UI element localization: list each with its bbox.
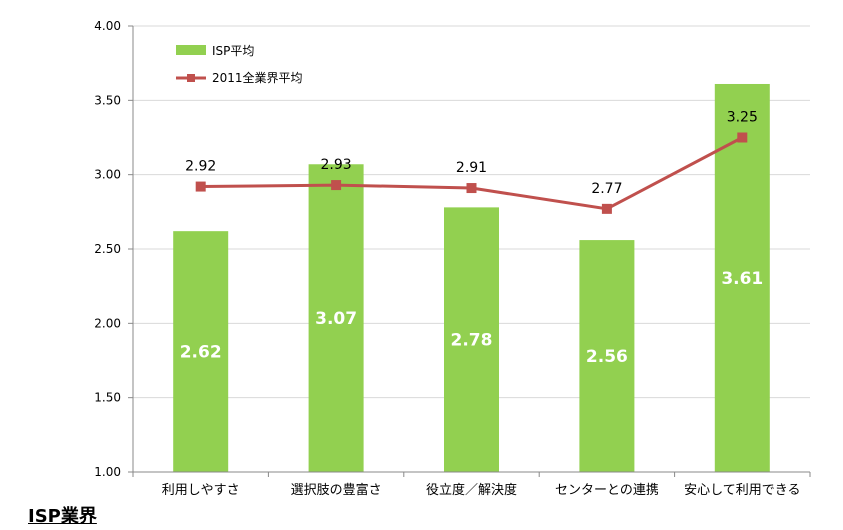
bar-value-label: 3.61 <box>721 269 763 289</box>
legend-bar-label: ISP平均 <box>212 44 254 58</box>
legend: ISP平均 2011全業界平均 <box>176 44 303 85</box>
bar-labels: 2.62 3.07 2.78 2.56 3.61 <box>180 269 764 367</box>
line-series <box>195 132 748 214</box>
y-tick-label: 2.00 <box>94 316 121 330</box>
line-value-label: 2.77 <box>591 181 622 197</box>
legend-line-label: 2011全業界平均 <box>212 70 303 85</box>
bar-value-label: 2.62 <box>180 343 222 363</box>
line-value-label: 2.91 <box>456 160 487 176</box>
y-axis-ticks: 1.00 1.50 2.00 2.50 3.00 3.50 4.00 <box>94 19 133 479</box>
x-category-label: センターとの連携 <box>555 482 659 498</box>
x-category-label: 選択肢の豊富さ <box>291 482 382 498</box>
line-point <box>737 132 748 143</box>
line-point <box>466 183 477 194</box>
y-tick-label: 1.00 <box>94 465 121 479</box>
x-category-label: 安心して利用できる <box>684 483 800 498</box>
bar <box>308 164 364 472</box>
bar-value-label: 2.56 <box>586 347 628 367</box>
y-tick-label: 1.50 <box>94 391 121 405</box>
line-value-label: 2.93 <box>321 157 352 173</box>
y-tick-label: 3.00 <box>94 168 121 182</box>
y-tick-label: 3.50 <box>94 93 121 107</box>
line-value-label: 3.25 <box>727 110 758 126</box>
legend-bar-swatch <box>176 45 206 55</box>
bar-value-label: 3.07 <box>315 309 357 329</box>
bar <box>579 240 635 472</box>
line-value-label: 2.92 <box>185 159 216 175</box>
bar <box>173 231 229 472</box>
y-tick-label: 2.50 <box>94 242 121 256</box>
line-labels: 2.92 2.93 2.91 2.77 3.25 <box>185 110 758 197</box>
combo-chart: 1.00 1.50 2.00 2.50 3.00 3.50 4.00 2.62 3.07 2.7… <box>94 19 811 498</box>
x-category-label: 役立度／解決度 <box>426 482 517 498</box>
bar-value-label: 2.78 <box>451 331 493 351</box>
y-tick-label: 4.00 <box>94 19 121 33</box>
bar <box>444 207 499 472</box>
chart-caption: ISP業界 <box>28 506 97 527</box>
legend-line-marker <box>187 74 195 82</box>
x-category-label: 利用しやすさ <box>162 483 240 498</box>
x-axis-categories: 利用しやすさ 選択肢の豊富さ 役立度／解決度 センターとの連携 安心して利用できる <box>132 472 811 498</box>
line-point <box>331 180 342 191</box>
line-point <box>601 203 612 214</box>
bars <box>173 83 770 472</box>
line-point <box>195 181 206 192</box>
